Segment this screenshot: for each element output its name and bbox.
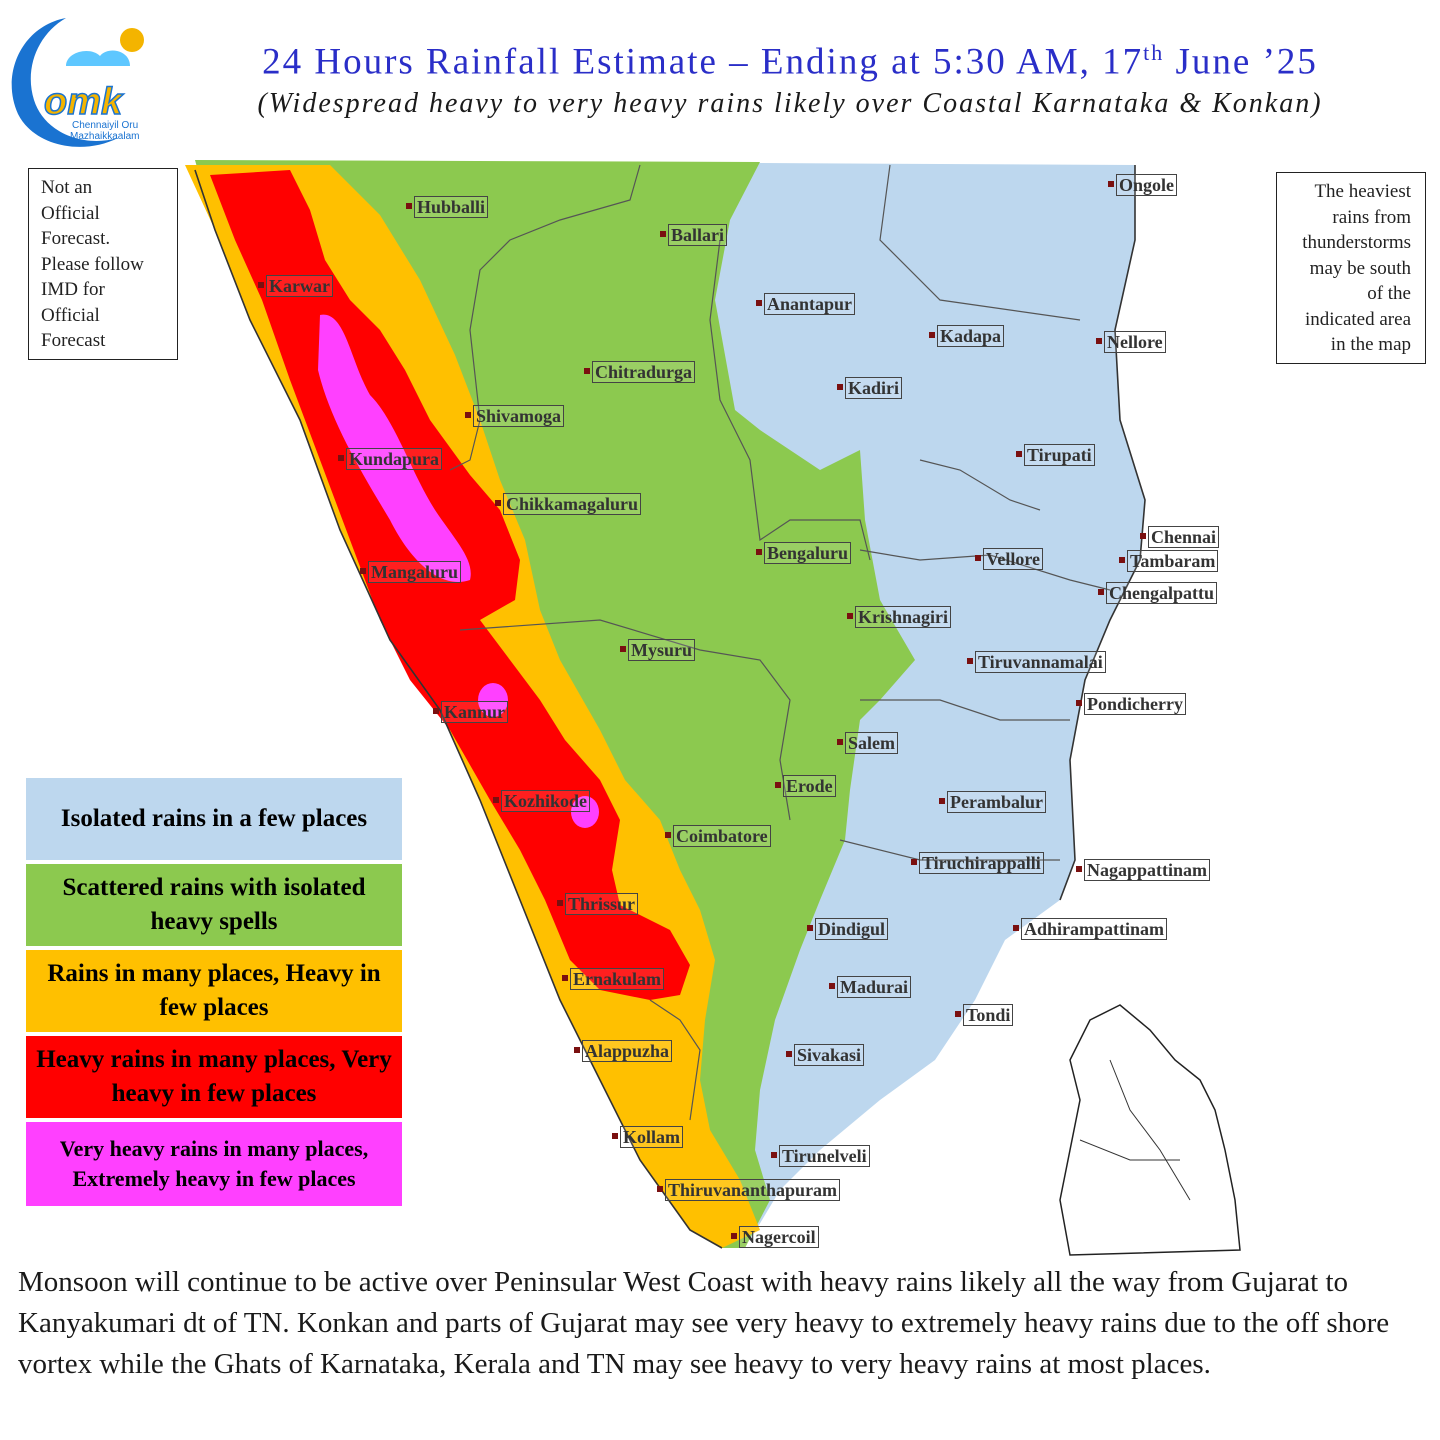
city-label-erode: Erode bbox=[775, 775, 836, 797]
city-label-mysuru: Mysuru bbox=[619, 639, 696, 661]
city-label-hubballi: Hubballi bbox=[405, 196, 489, 218]
city-label-kadiri: Kadiri bbox=[836, 377, 903, 399]
city-label-nellore: Nellore bbox=[1096, 331, 1166, 353]
legend-scattered: Scattered rains with isolated heavy spel… bbox=[26, 864, 402, 946]
city-label-nagappattinam: Nagappattinam bbox=[1075, 859, 1211, 881]
svg-text:Mazhaikkaalam: Mazhaikkaalam bbox=[70, 131, 139, 142]
city-label-ballari: Ballari bbox=[660, 224, 727, 246]
city-label-vellore: Vellore bbox=[975, 548, 1043, 570]
thunderstorm-note: The heaviest rains from thunderstorms may … bbox=[1276, 172, 1426, 364]
city-label-pondicherry: Pondicherry bbox=[1076, 693, 1186, 715]
city-label-chennai: Chennai bbox=[1139, 526, 1220, 548]
city-label-tondi: Tondi bbox=[954, 1004, 1014, 1026]
city-label-karwar: Karwar bbox=[258, 275, 333, 297]
city-label-dindigul: Dindigul bbox=[806, 918, 889, 940]
city-label-kannur: Kannur bbox=[432, 701, 509, 723]
legend-isolated: Isolated rains in a few places bbox=[26, 778, 402, 860]
svg-text:Chennaiyil Oru: Chennaiyil Oru bbox=[72, 120, 138, 131]
city-label-madurai: Madurai bbox=[828, 976, 912, 998]
city-label-ongole: Ongole bbox=[1107, 174, 1178, 196]
city-label-ernakulam: Ernakulam bbox=[561, 968, 665, 990]
sri-lanka-outline bbox=[1059, 1004, 1241, 1256]
city-label-chikkamagaluru: Chikkamagaluru bbox=[494, 493, 642, 515]
omk-logo: omk Chennaiyil Oru Mazhaikkaalam bbox=[11, 18, 144, 147]
city-label-kadapa: Kadapa bbox=[928, 325, 1005, 347]
legend-heavy: Heavy rains in many places, Very heavy i… bbox=[26, 1036, 402, 1118]
disclaimer-note: Not an Official Forecast. Please follow IMD… bbox=[28, 168, 178, 360]
city-label-tirunelveli: Tirunelveli bbox=[771, 1145, 870, 1167]
city-label-kundapura: Kundapura bbox=[337, 448, 443, 470]
svg-text:omk: omk bbox=[44, 81, 124, 123]
zone-very-heavy-kannur bbox=[478, 683, 508, 717]
boundary-lines bbox=[449, 164, 1111, 1121]
city-label-kollam: Kollam bbox=[612, 1126, 683, 1148]
legend-many: Rains in many places, Heavy in few place… bbox=[26, 950, 402, 1032]
legend-very-heavy: Very heavy rains in many places, Extreme… bbox=[26, 1122, 402, 1206]
city-label-thiruvananthapuram: Thiruvananthapuram bbox=[656, 1179, 841, 1201]
city-label-tambaram: Tambaram bbox=[1118, 550, 1219, 572]
forecast-description: Monsoon will continue to be active over … bbox=[18, 1266, 1390, 1380]
map-title: 24 Hours Rainfall Estimate – Ending at 5… bbox=[262, 40, 1318, 83]
east-coastline bbox=[1059, 165, 1146, 901]
city-label-anantapur: Anantapur bbox=[755, 293, 856, 315]
city-label-sivakasi: Sivakasi bbox=[785, 1044, 865, 1066]
city-label-kozhikode: Kozhikode bbox=[492, 790, 591, 812]
city-label-salem: Salem bbox=[837, 732, 898, 754]
city-label-tiruvannamalai: Tiruvannamalai bbox=[967, 651, 1106, 673]
coastline bbox=[194, 169, 723, 1249]
city-label-shivamoga: Shivamoga bbox=[464, 405, 565, 427]
city-label-chitradurga: Chitradurga bbox=[583, 361, 696, 383]
zone-very-heavy-kozhikode bbox=[571, 796, 599, 828]
city-label-krishnagiri: Krishnagiri bbox=[846, 606, 952, 628]
city-label-alappuzha: Alappuzha bbox=[573, 1040, 673, 1062]
city-label-thrissur: Thrissur bbox=[556, 893, 639, 915]
sri-lanka-lines bbox=[1079, 1059, 1191, 1201]
city-label-tiruchirappalli: Tiruchirappalli bbox=[911, 852, 1044, 874]
city-label-coimbatore: Coimbatore bbox=[665, 825, 771, 847]
city-label-tirupati: Tirupati bbox=[1016, 444, 1095, 466]
city-label-perambalur: Perambalur bbox=[939, 791, 1046, 813]
map-subtitle: (Widespread heavy to very heavy rains li… bbox=[257, 88, 1323, 119]
city-label-chengalpattu: Chengalpattu bbox=[1097, 582, 1218, 604]
city-label-adhirampattinam: Adhirampattinam bbox=[1012, 918, 1168, 940]
city-label-mangaluru: Mangaluru bbox=[359, 561, 462, 583]
city-label-bengaluru: Bengaluru bbox=[755, 542, 852, 564]
city-label-nagercoil: Nagercoil bbox=[731, 1226, 819, 1248]
